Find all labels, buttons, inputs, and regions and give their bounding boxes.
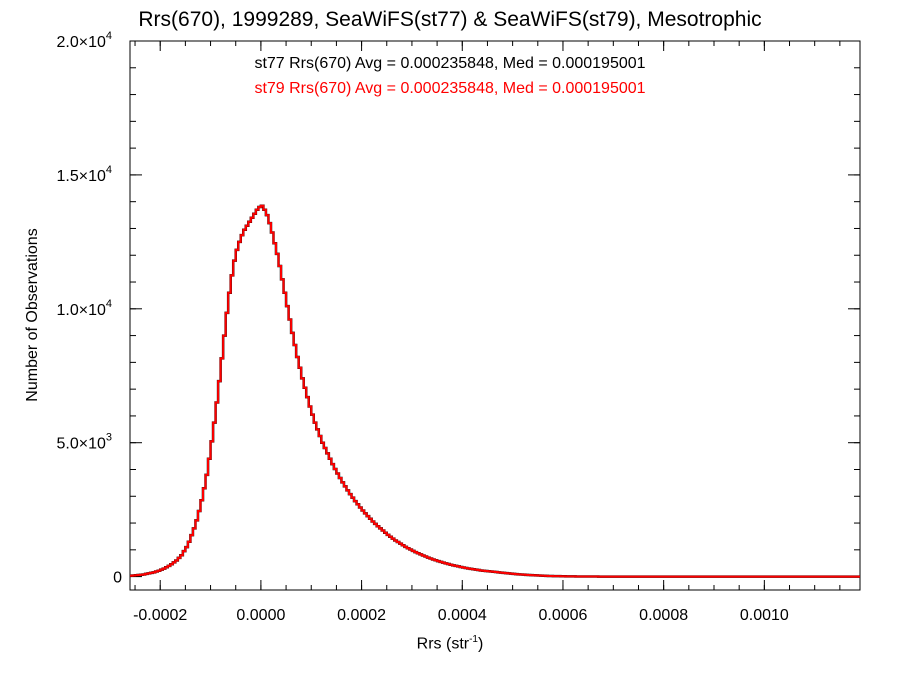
plot-border <box>129 40 861 591</box>
x-tick-label: 0.0010 <box>740 607 789 624</box>
x-tick-label: -0.0002 <box>133 607 187 624</box>
y-axis: 0 5.0×103 1.0×104 1.5×104 2.0×104 <box>56 30 860 587</box>
x-tick-label: 0.0008 <box>639 607 688 624</box>
chart-title: Rrs(670), 1999289, SeaWiFS(st77) & SeaWi… <box>138 8 762 31</box>
y-axis-label: Number of Observations <box>24 228 41 402</box>
plot-frame <box>129 40 861 591</box>
x-tick-label: 0.0000 <box>236 607 285 624</box>
series-layer <box>130 204 860 578</box>
annotation-st77: st77 Rrs(670) Avg = 0.000235848, Med = 0… <box>254 55 646 72</box>
x-axis: -0.0002 0.0000 0.0002 0.0004 0.0006 0.0008 0.0… <box>133 41 841 624</box>
y-tick-label: 1.0×104 <box>56 298 112 319</box>
y-tick-label: 5.0×103 <box>56 432 112 453</box>
histogram-line-st79 <box>130 204 860 578</box>
y-tick-label: 0 <box>113 570 122 587</box>
annotation-st79: st79 Rrs(670) Avg = 0.000235848, Med = 0… <box>254 80 646 97</box>
x-axis-label: Rrs (str-1) <box>416 634 484 653</box>
x-tick-label: 0.0006 <box>538 607 587 624</box>
x-tick-label: 0.0002 <box>337 607 386 624</box>
y-tick-label: 1.5×104 <box>56 164 112 185</box>
histogram-line-st77 <box>130 204 860 578</box>
x-tick-label: 0.0004 <box>438 607 487 624</box>
y-tick-label: 2.0×104 <box>56 30 112 51</box>
